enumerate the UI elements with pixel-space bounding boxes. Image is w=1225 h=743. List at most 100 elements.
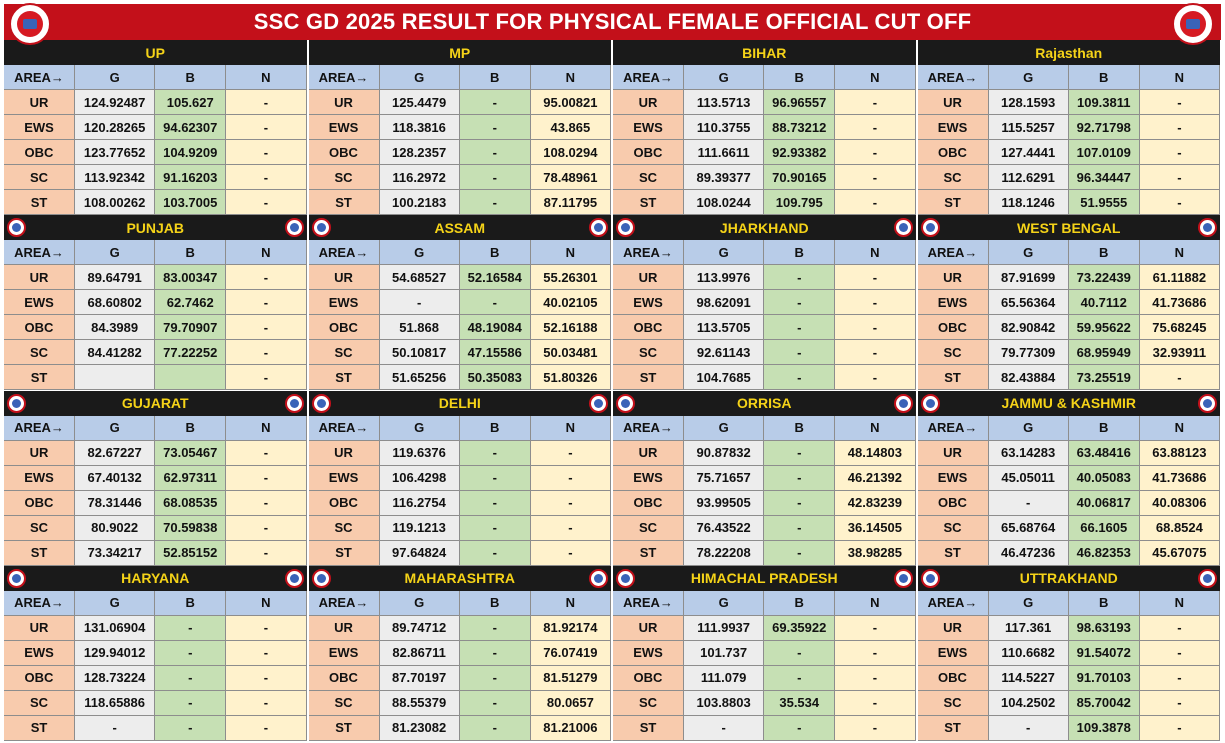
- column-header: N: [530, 65, 611, 91]
- category-cell: SC: [917, 165, 989, 191]
- state-header: HARYANA: [4, 565, 307, 591]
- column-header: AREA→: [613, 590, 684, 616]
- cutoff-cell: -: [226, 615, 307, 641]
- cutoff-cell: 36.14505: [835, 515, 916, 541]
- state-block: ASSAM AREA→ G B N UR 54.68527 52.16584 55.26301 E…: [308, 215, 611, 391]
- rojgar-ankit-logo-icon: [920, 568, 940, 588]
- cutoff-cell: -: [764, 515, 836, 541]
- cutoff-cell: 63.14283: [988, 440, 1069, 466]
- cutoff-cell: 97.64824: [379, 540, 460, 566]
- cutoff-cell: 85.70042: [1068, 690, 1140, 716]
- cutoff-table: AREA→ G B N UR 89.64791 83.00347- EWS 68.60802 62…: [4, 240, 307, 391]
- cutoff-cell: 78.31446: [75, 490, 156, 516]
- cutoff-cell: -: [459, 640, 531, 666]
- cutoff-cell: 118.3816: [379, 115, 460, 141]
- category-cell: SC: [308, 165, 380, 191]
- cutoff-cell: 40.08306: [1139, 490, 1220, 516]
- cutoff-cell: -: [226, 715, 307, 741]
- cutoff-cell: -: [530, 465, 611, 491]
- state-header: GUJARAT: [4, 390, 307, 416]
- cutoff-cell: -: [459, 290, 531, 316]
- cutoff-cell: 91.54072: [1068, 640, 1140, 666]
- column-header: G: [988, 240, 1069, 266]
- cutoff-cell: 87.70197: [379, 665, 460, 691]
- category-cell: ST: [308, 365, 380, 391]
- cutoff-cell: -: [764, 665, 836, 691]
- cutoff-cell: -: [155, 640, 227, 666]
- cutoff-cell: 73.25519: [1068, 365, 1140, 391]
- cutoff-table: AREA→ G B N UR 125.4479-95.00821 EWS 118.3816-4…: [308, 65, 611, 216]
- column-header: B: [459, 415, 531, 441]
- column-header: B: [764, 65, 836, 91]
- column-header: G: [684, 240, 765, 266]
- category-cell: SC: [308, 690, 380, 716]
- cutoff-cell: -: [1139, 640, 1220, 666]
- column-header: B: [459, 65, 531, 91]
- cutoff-cell: 51.65256: [379, 365, 460, 391]
- state-name: ASSAM: [434, 219, 486, 236]
- cutoff-cell: -: [764, 490, 836, 516]
- cutoff-cell: 50.10817: [379, 340, 460, 366]
- column-header: N: [835, 590, 916, 616]
- cutoff-cell: 41.73686: [1139, 465, 1220, 491]
- cutoff-cell: 116.2754: [379, 490, 460, 516]
- column-header: AREA→: [4, 65, 75, 91]
- state-name: GUJARAT: [121, 395, 189, 411]
- column-header: N: [530, 240, 611, 266]
- column-header: N: [226, 590, 307, 616]
- cutoff-cell: 112.6291: [988, 165, 1069, 191]
- cutoff-cell: 81.21006: [530, 715, 611, 741]
- column-header: N: [226, 65, 307, 91]
- state-header: MP: [308, 40, 611, 65]
- cutoff-table: AREA→ G B N UR 117.361 98.63193- EWS 110.6682 91.…: [917, 590, 1220, 741]
- category-cell: OBC: [308, 490, 380, 516]
- rojgar-ankit-logo-icon: [1172, 3, 1216, 51]
- rojgar-ankit-logo-icon: [589, 218, 608, 238]
- column-header: AREA→: [613, 240, 684, 266]
- category-cell: OBC: [308, 140, 380, 166]
- cutoff-cell: 68.08535: [155, 490, 227, 516]
- cutoff-cell: -: [835, 140, 916, 166]
- state-header: Rajasthan: [917, 40, 1220, 65]
- state-block: ORRISA AREA→ G B N UR 90.87832-48.14803 EWS 75.7…: [613, 390, 916, 566]
- state-name: ORRISA: [737, 395, 792, 411]
- state-block: WEST BENGAL AREA→ G B N UR 87.91699 73.22439 61.…: [917, 215, 1220, 391]
- category-cell: OBC: [4, 665, 75, 691]
- category-cell: EWS: [917, 640, 989, 666]
- state-name: Rajasthan: [1035, 44, 1103, 61]
- cutoff-cell: -: [226, 440, 307, 466]
- category-cell: UR: [613, 265, 684, 291]
- cutoff-cell: 111.9937: [684, 615, 765, 641]
- state-block: JAMMU & KASHMIR AREA→ G B N UR 63.14283 63.4841…: [917, 390, 1220, 566]
- state-block: UP AREA→ G B N UR 124.92487 105.627- EWS 120.2826…: [4, 40, 307, 216]
- category-cell: EWS: [4, 115, 75, 141]
- state-block: HARYANA AREA→ G B N UR 131.06904- - EWS 129.94012…: [4, 565, 307, 741]
- category-cell: OBC: [613, 490, 684, 516]
- column-header: G: [684, 590, 765, 616]
- category-cell: EWS: [308, 640, 380, 666]
- rojgar-ankit-logo-icon: [7, 393, 26, 413]
- category-cell: SC: [4, 690, 75, 716]
- cutoff-cell: -: [835, 165, 916, 191]
- rojgar-ankit-logo-icon: [311, 393, 331, 413]
- cutoff-cell: 92.71798: [1068, 115, 1140, 141]
- cutoff-cell: -: [1139, 665, 1220, 691]
- column-header: G: [75, 590, 156, 616]
- cutoff-cell: 88.73212: [764, 115, 836, 141]
- category-cell: ST: [613, 540, 684, 566]
- cutoff-cell: [75, 365, 156, 391]
- state-name: HIMACHAL PRADESH: [690, 570, 838, 587]
- category-cell: ST: [917, 190, 989, 216]
- state-header: DELHI: [308, 390, 611, 416]
- cutoff-cell: 68.8524: [1139, 515, 1220, 541]
- cutoff-cell: 91.70103: [1068, 665, 1140, 691]
- cutoff-cell: 42.83239: [835, 490, 916, 516]
- cutoff-cell: 77.22252: [155, 340, 227, 366]
- cutoff-cell: -: [226, 690, 307, 716]
- category-cell: SC: [4, 515, 75, 541]
- cutoff-cell: 40.06817: [1068, 490, 1140, 516]
- category-cell: EWS: [613, 115, 684, 141]
- cutoff-cell: 120.28265: [75, 115, 156, 141]
- rojgar-ankit-logo-icon: [616, 568, 635, 588]
- cutoff-table: AREA→ G B N UR 63.14283 63.48416 63.88123 EWS 45.…: [917, 415, 1220, 566]
